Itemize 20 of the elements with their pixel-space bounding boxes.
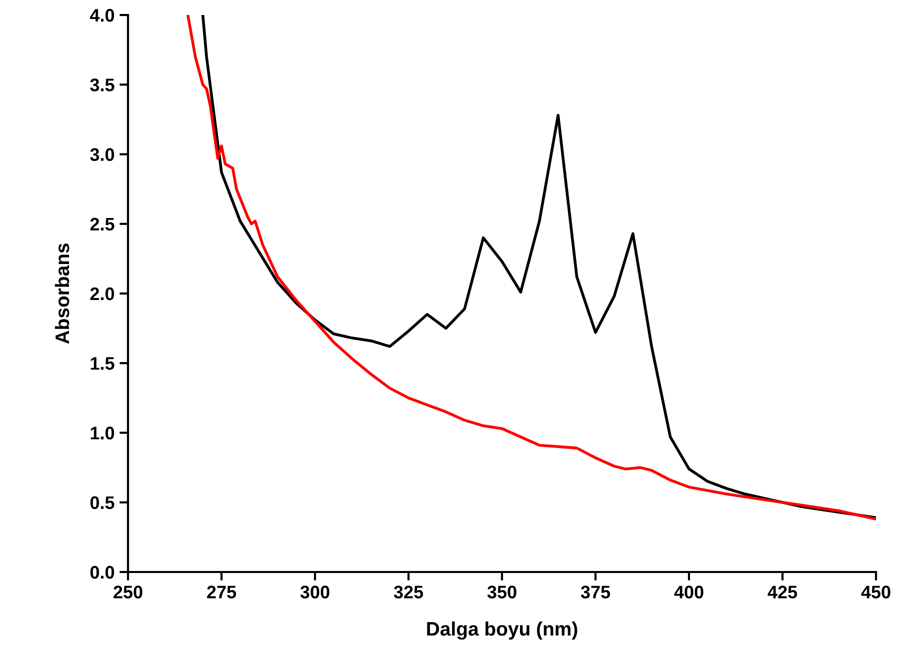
y-tick-label: 0.5	[90, 496, 114, 510]
x-tick-label: 425	[768, 586, 798, 598]
x-tick-label: 300	[300, 586, 330, 598]
x-tick-label: 350	[487, 586, 516, 598]
y-tick-label: 2.5	[90, 218, 114, 231]
y-tick-label: 3.5	[90, 78, 114, 92]
y-tick-label: 1.0	[90, 426, 114, 440]
y-tick-label: 1.5	[90, 357, 114, 370]
x-tick-label: 275	[207, 586, 236, 598]
x-tick-label: 375	[580, 586, 610, 598]
y-tick-label: 2.0	[90, 287, 114, 300]
y-tick-label: 4.0	[90, 8, 114, 22]
x-tick-label: 325	[394, 586, 424, 598]
y-tick-label: 0.0	[90, 566, 114, 579]
x-tick-label: 450	[861, 586, 890, 598]
x-tick-label: 250	[114, 586, 142, 598]
y-axis-title: Absorbans	[54, 244, 70, 344]
x-axis-title: Dalga boyu (nm)	[427, 621, 578, 640]
x-tick-label: 400	[674, 586, 704, 598]
y-tick-label: 3.0	[90, 148, 114, 161]
